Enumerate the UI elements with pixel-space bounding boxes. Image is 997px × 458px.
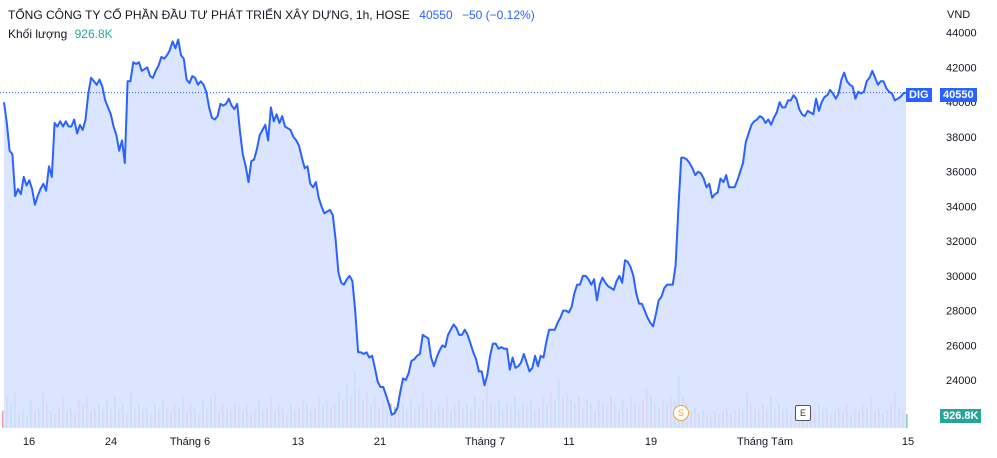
volume-value: 926.8K [74, 27, 113, 41]
price-area [4, 39, 906, 428]
split-marker-icon[interactable]: S [673, 405, 689, 421]
y-tick-label: 34000 [946, 201, 977, 213]
y-tick-label: 42000 [946, 62, 977, 74]
x-tick-label: 21 [374, 436, 386, 448]
volume-legend: Khối lượng 926.8K [8, 27, 113, 41]
currency-label: VND [947, 9, 971, 21]
x-tick-label: Tháng Tám [737, 436, 793, 448]
volume-label: Khối lượng [8, 27, 68, 41]
volume-bar [906, 414, 908, 428]
last-volume-tag: 926.8K [940, 409, 982, 423]
y-tick-label: 36000 [946, 167, 977, 179]
y-tick-label: 26000 [946, 340, 977, 352]
x-tick-label: 19 [645, 436, 657, 448]
last-price-tag: 40550 [940, 88, 977, 102]
earnings-marker-icon[interactable]: E [795, 405, 811, 421]
y-axis[interactable]: 4400042000400003800036000340003200030000… [946, 28, 977, 422]
header-price: 40550 [419, 8, 453, 22]
x-tick-label: 13 [292, 436, 304, 448]
y-tick-label: 32000 [946, 236, 977, 248]
y-tick-label: 44000 [946, 28, 977, 40]
x-tick-label: 24 [105, 436, 117, 448]
y-tick-label: 38000 [946, 132, 977, 144]
x-tick-label: 16 [23, 436, 35, 448]
symbol-title: TỔNG CÔNG TY CỔ PHẦN ĐẦU TƯ PHÁT TRIỂN X… [8, 8, 410, 22]
y-tick-label: 28000 [946, 306, 977, 318]
volume-bar [2, 410, 4, 428]
y-tick-label: 30000 [946, 271, 977, 283]
x-tick-label: 11 [563, 436, 574, 448]
chart-header: TỔNG CÔNG TY CỔ PHẦN ĐẦU TƯ PHÁT TRIỂN X… [8, 8, 535, 22]
header-change: −50 (−0.12%) [461, 8, 535, 22]
x-tick-label: Tháng 6 [170, 436, 210, 448]
x-axis[interactable]: 16 24 Tháng 6 13 21 Tháng 7 11 19 Tháng Tám 15 [23, 436, 914, 448]
symbol-tag: DIG [906, 88, 932, 102]
price-line [3, 38, 907, 416]
x-tick-label: 15 [902, 436, 914, 448]
x-tick-label: Tháng 7 [465, 436, 505, 448]
y-tick-label: 24000 [946, 375, 977, 387]
